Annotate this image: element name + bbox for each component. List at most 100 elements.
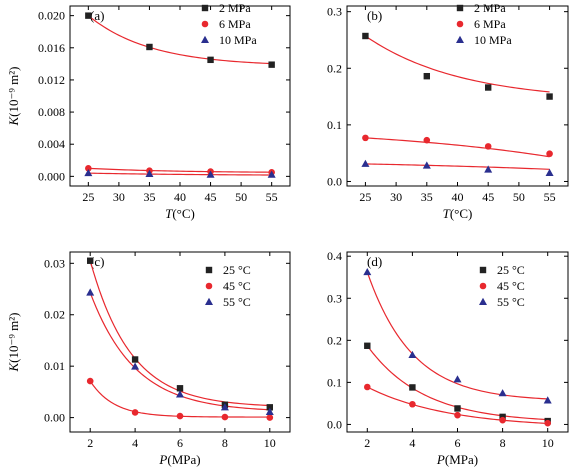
x-tick-label: 25 [82,190,94,204]
legend-marker-triangle [456,35,464,43]
x-tick-label: 30 [390,190,402,204]
fit-curve-square [87,15,272,65]
y-tick-label: 0.008 [38,105,65,119]
x-tick-label: 2 [364,436,370,450]
x-axis-variable: T [165,206,173,221]
data-point-square [268,61,275,68]
plot-frame [69,5,291,187]
y-tick-label: 0.3 [327,291,342,305]
panel-label: (a) [90,8,104,23]
data-point-square [146,43,153,51]
legend-marker-circle [201,20,209,28]
legend-label: 55 °C [497,295,525,309]
plot-frame [346,251,569,433]
data-point-triangle [363,267,372,276]
data-point-triangle [361,159,370,167]
legend-label: 6 MPa [474,17,506,31]
x-tick-label: 4 [409,436,415,450]
fit-curve-triangle [366,271,548,400]
data-point-triangle [220,403,229,411]
y-tick-label: 0.1 [327,375,342,389]
data-point-square [364,342,371,349]
x-tick-label: 50 [235,190,247,204]
data-point-circle [546,150,553,158]
x-tick-label: 45 [482,190,494,204]
y-tick-label: 0.02 [44,308,65,322]
x-tick-label: 8 [500,436,506,450]
x-axis-variable: P [436,452,445,467]
data-point-triangle [408,350,417,359]
data-point-circle [362,134,369,142]
data-point-square [207,56,214,64]
data-point-triangle [84,168,93,177]
data-point-circle [363,383,371,391]
legend-label: 45 °C [223,279,251,293]
chart-panel-a: 25 30 35 40 45 50 55 0.000 0.004 0.008 0.012 0.016 0… [6,1,291,221]
y-tick-label: 0.2 [327,333,342,347]
legend-marker-circle [479,282,487,290]
x-tick-label: 55 [544,190,556,204]
y-axis-variable: K [6,115,21,126]
legend-label: 6 MPa [219,17,251,31]
panel-label: (b) [367,8,382,23]
panel-label: (d) [367,254,382,269]
legend-label: 25 °C [223,263,251,277]
y-tick-label: 0.01 [44,359,65,373]
data-point-square [409,384,416,391]
x-axis-variable: T [443,206,451,221]
data-point-triangle [206,170,215,178]
plot-frame [346,5,569,187]
data-point-circle [454,411,461,419]
legend-label: 25 °C [497,263,525,277]
data-point-circle [266,414,274,421]
x-tick-label: 25 [359,190,371,204]
data-point-circle [131,409,139,416]
data-point-square [423,72,431,80]
data-point-circle [86,377,94,385]
legend-marker-square [456,4,464,12]
data-point-circle [221,413,229,421]
data-point-square [176,385,184,392]
y-tick-label: 0.2 [327,61,342,75]
data-point-square [454,405,461,412]
x-axis-unit: (°C) [172,206,195,221]
legend-label: 55 °C [223,295,251,309]
legend-label: 2 MPa [474,1,506,15]
y-tick-label: 0.00 [44,411,65,425]
chart-panel-c: 2 4 6 8 10 0.00 0.01 0.02 0.03 P(MPa) K(10⁻⁹ m²) (c… [6,251,291,467]
x-tick-label: 35 [143,190,155,204]
x-tick-label: 50 [513,190,525,204]
y-axis-label: K(10⁻⁹ m²) [6,67,21,127]
fit-curve-triangle [365,163,550,170]
panel-label: (c) [90,254,104,269]
y-axis-variable: K [6,361,21,372]
x-tick-label: 8 [222,436,228,450]
x-tick-label: 6 [177,436,183,450]
x-tick-label: 10 [542,436,554,450]
legend-label: 10 MPa [219,33,257,47]
y-tick-label: 0.0 [327,174,342,188]
x-tick-label: 40 [452,190,464,204]
x-axis-label: P(MPa) [436,452,478,467]
x-tick-label: 30 [113,190,125,204]
x-tick-label: 35 [421,190,433,204]
x-tick-label: 55 [266,190,278,204]
y-tick-label: 0.000 [38,169,65,183]
data-point-circle [409,400,416,408]
data-point-circle [176,412,184,420]
chart-panel-d: 2 4 6 8 10 0.0 0.1 0.2 0.3 0.4 P(MPa) (d) 25 °C 45 °C… [327,249,569,467]
fit-curve-circle [365,137,550,158]
data-point-square [484,84,492,91]
data-point-triangle [86,288,95,296]
legend-marker-square [201,4,209,12]
data-point-circle [85,165,92,172]
data-point-triangle [484,165,493,173]
data-point-triangle [176,390,184,398]
data-point-square [362,32,369,40]
x-tick-label: 6 [455,436,461,450]
x-tick-label: 10 [264,436,276,450]
legend-marker-circle [456,20,464,28]
legend-marker-triangle [201,35,209,43]
fit-curve-square [365,35,550,93]
